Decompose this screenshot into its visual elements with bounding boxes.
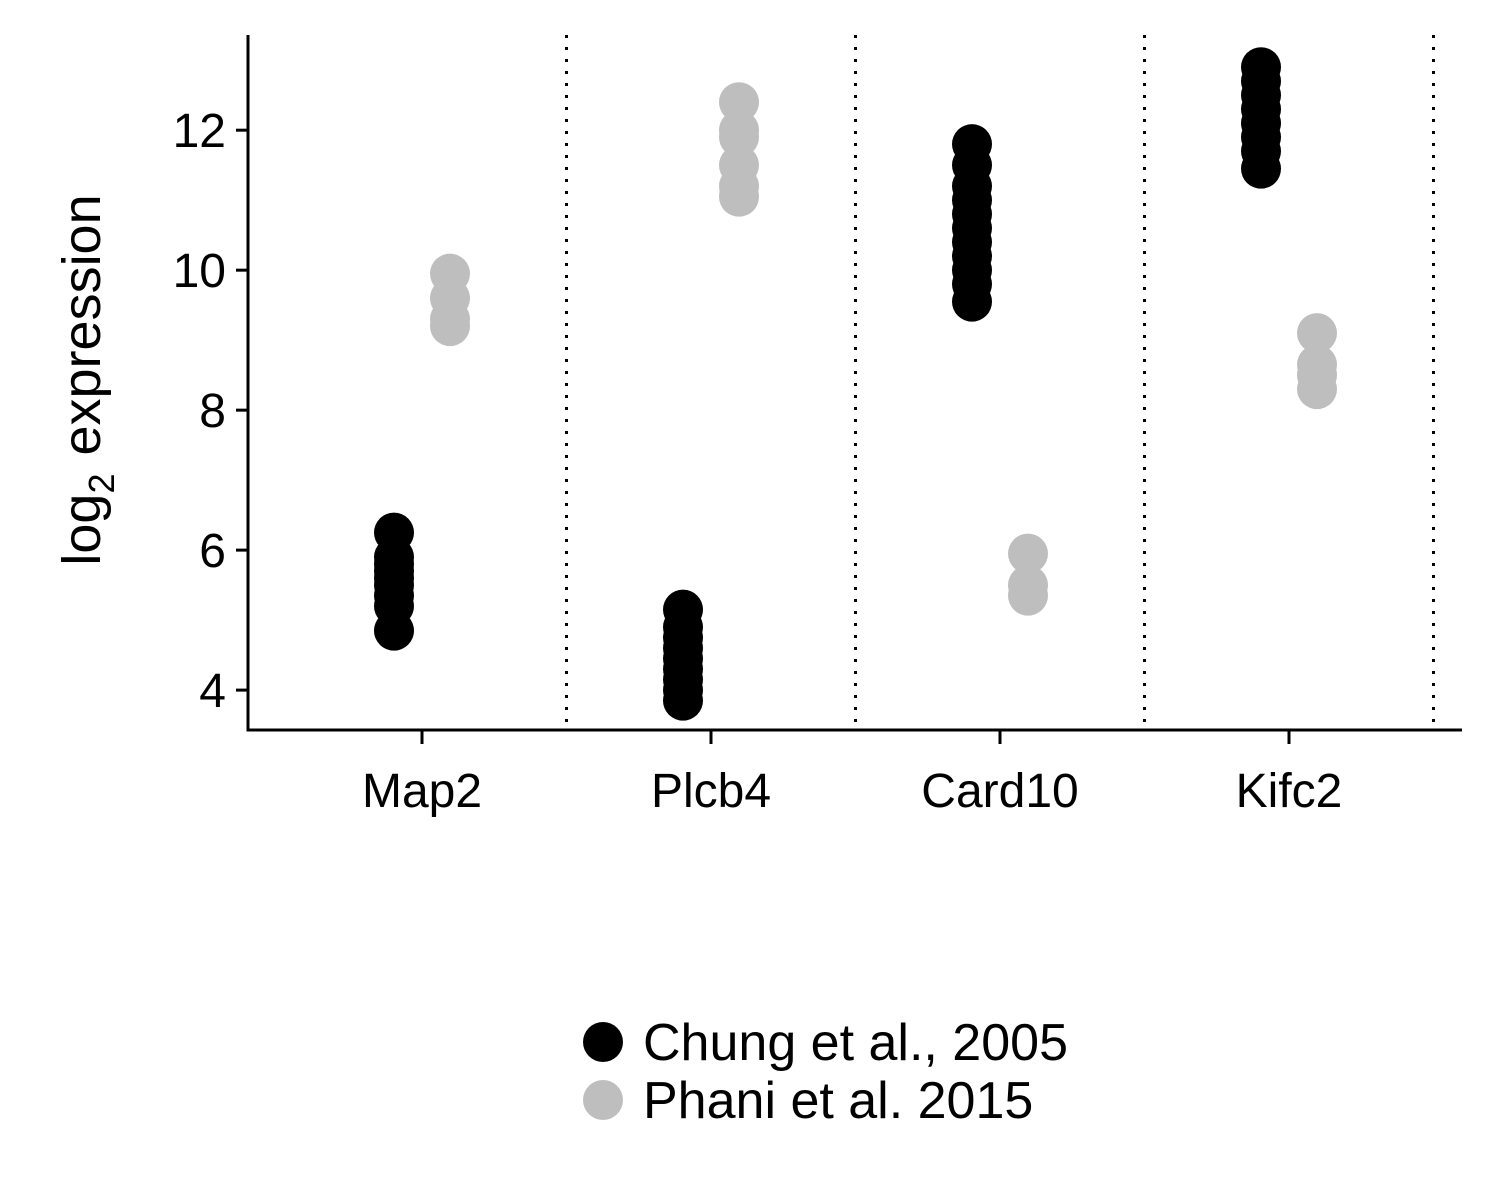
data-point	[1008, 533, 1048, 574]
y-axis-label: log2 expression	[52, 194, 122, 565]
data-point	[1297, 313, 1337, 354]
data-point	[1008, 565, 1048, 606]
x-tick-label: Kifc2	[1236, 765, 1343, 818]
y-tick-label: 8	[199, 385, 226, 438]
data-point	[430, 253, 470, 294]
y-tick-label: 6	[199, 525, 226, 578]
data-point	[374, 512, 414, 553]
legend-label: Chung et al., 2005	[643, 1014, 1068, 1072]
y-label-rest: expression	[52, 194, 112, 455]
x-tick-label: Plcb4	[651, 765, 771, 818]
y-tick-label: 10	[173, 245, 226, 298]
data-point	[1241, 47, 1281, 88]
legend-marker	[583, 1022, 623, 1062]
data-point	[719, 145, 759, 186]
legend-label: Phani et al. 2015	[643, 1072, 1033, 1130]
legend-marker	[583, 1080, 623, 1120]
data-point	[663, 589, 703, 630]
y-label-subscript: 2	[81, 474, 122, 494]
data-point	[719, 110, 759, 151]
y-tick-label: 4	[199, 665, 226, 718]
data-point	[719, 82, 759, 123]
y-label-text: log	[52, 494, 112, 566]
x-tick-label: Card10	[921, 765, 1078, 818]
x-tick-label: Map2	[362, 765, 482, 818]
data-point	[952, 124, 992, 165]
y-tick-label: 12	[173, 105, 226, 158]
data-point	[1297, 344, 1337, 385]
